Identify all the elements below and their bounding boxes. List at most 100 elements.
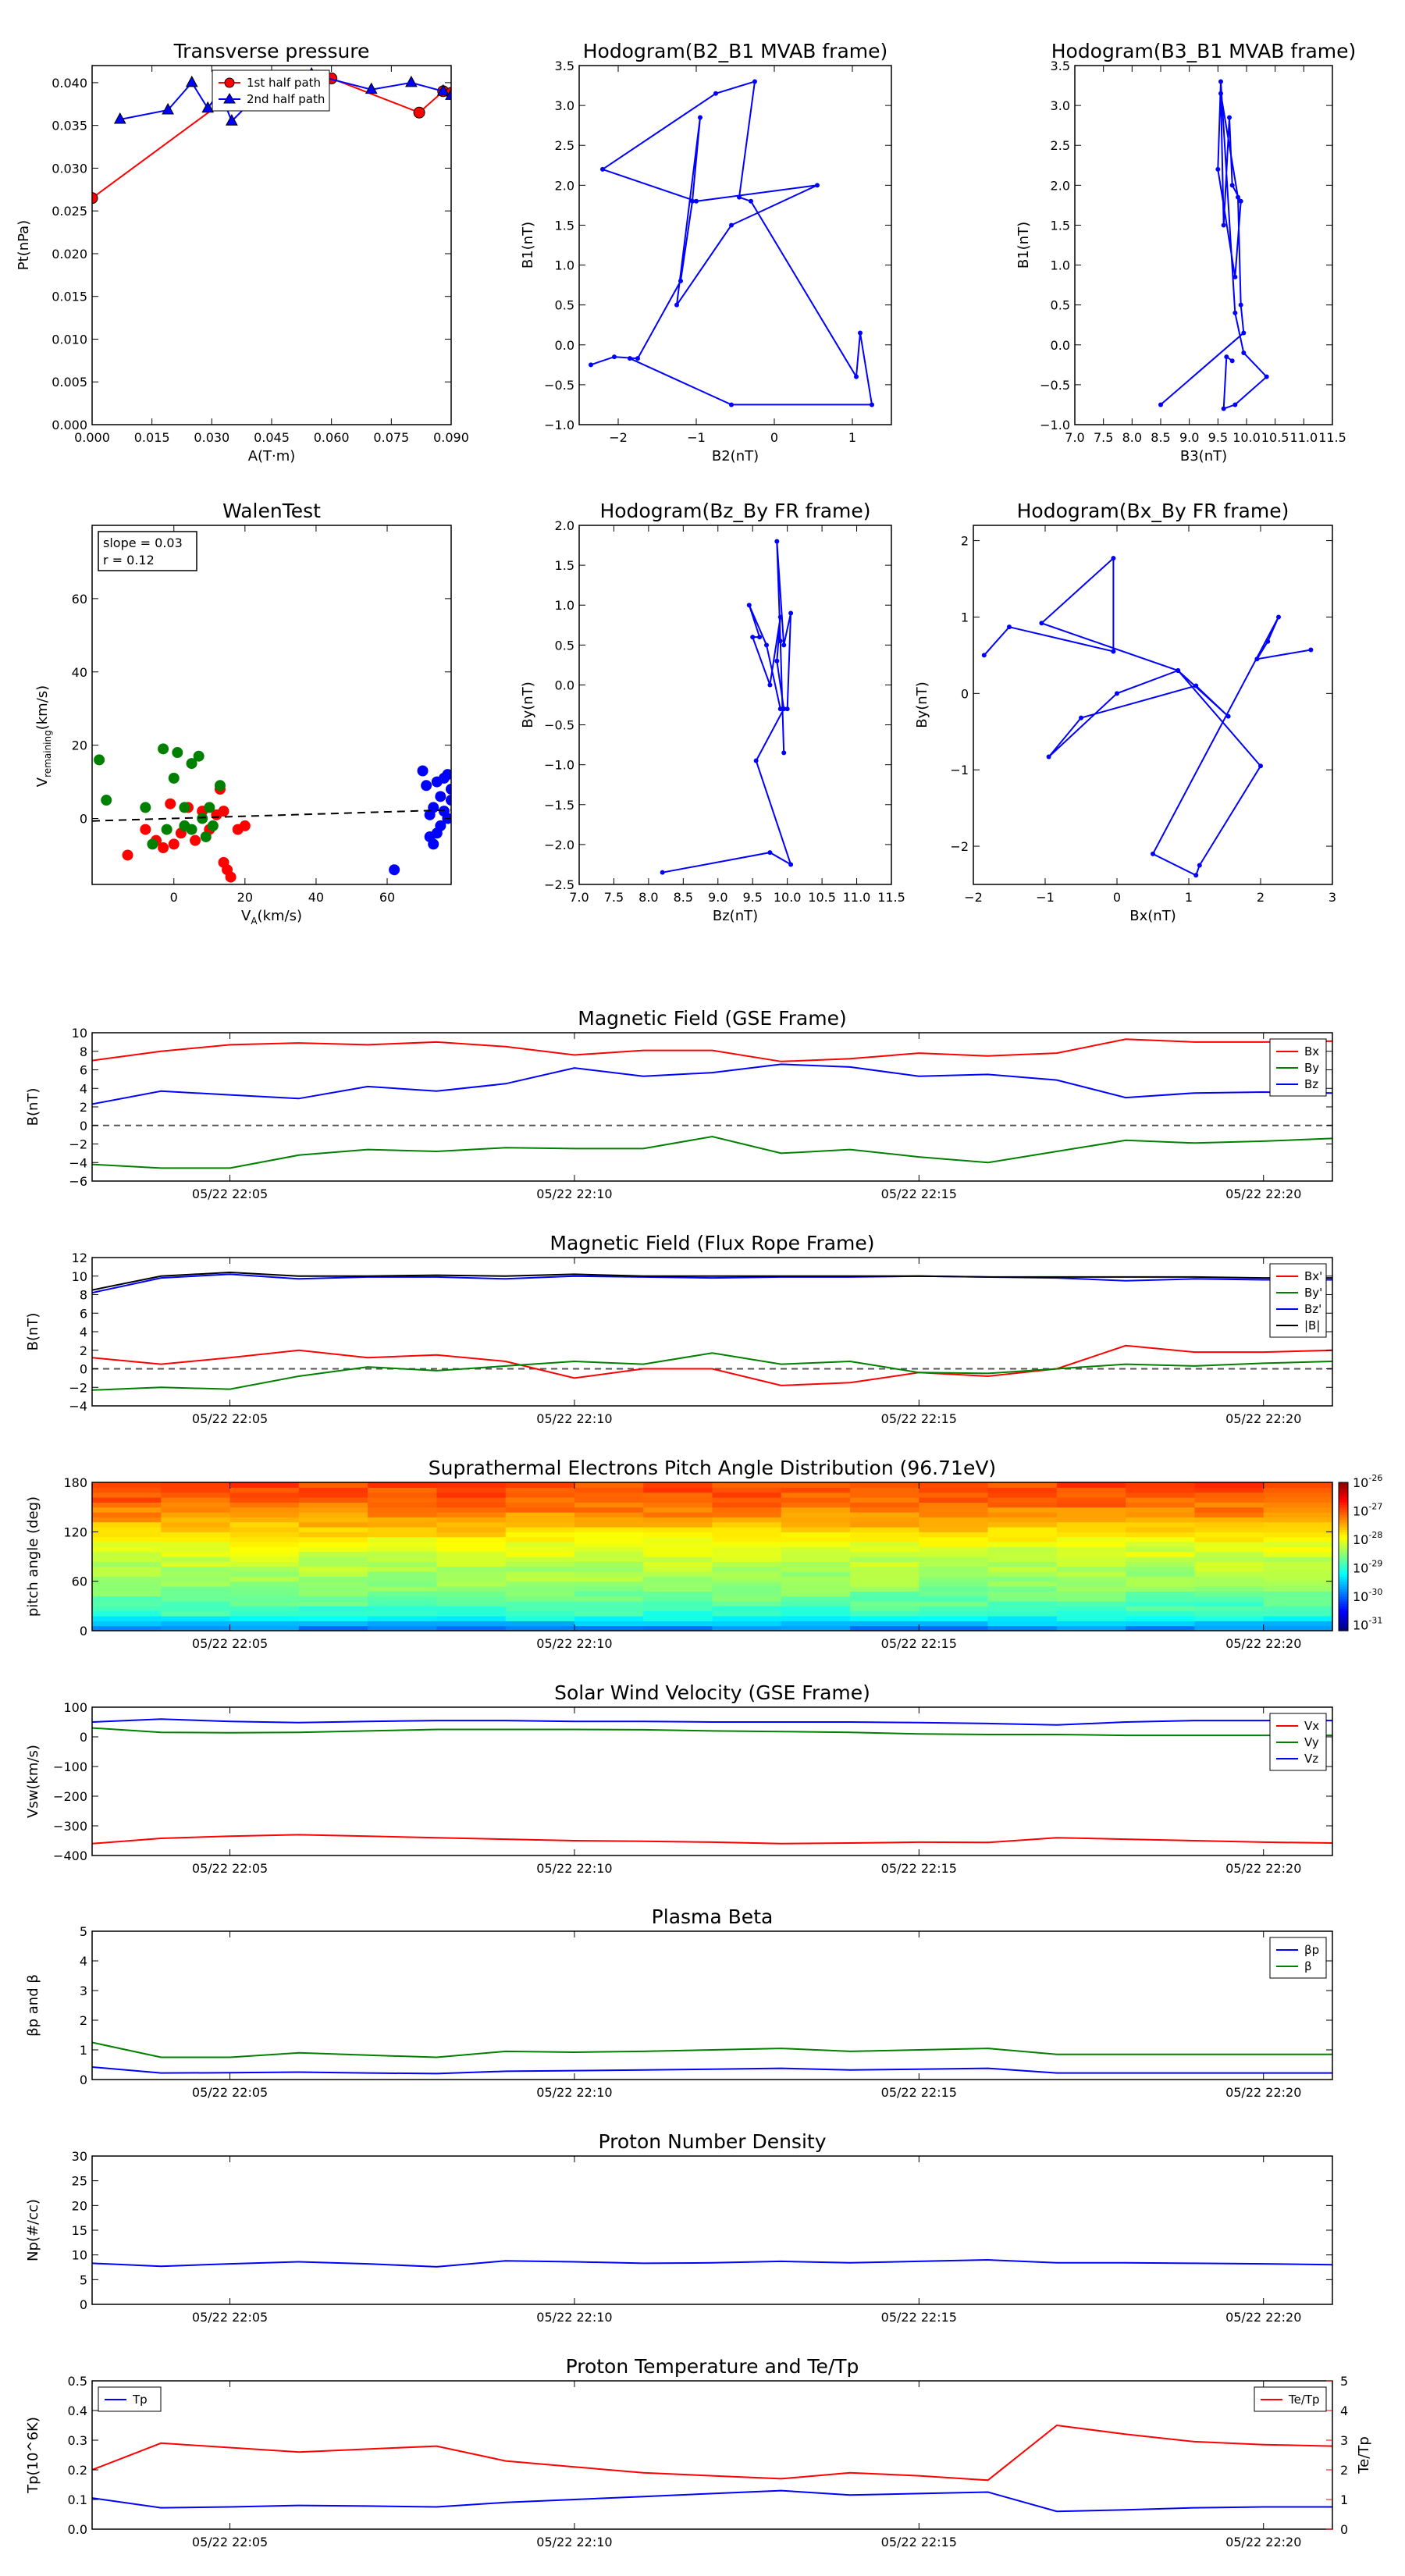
pitch-angle-cell: [298, 1571, 368, 1577]
beta-chart-xtick-label: 05/22 22:20: [1225, 2085, 1301, 2100]
pitch-angle-cell: [919, 1497, 989, 1503]
pitch-angle-cell: [368, 1581, 437, 1587]
hodogram-chart-1-ylabel: B1(nT): [520, 222, 536, 269]
pitch-angle-cell: [781, 1557, 851, 1562]
pitch-angle-cell: [574, 1542, 644, 1547]
gse-field-chart-ytick-label: 4: [80, 1081, 87, 1096]
pitch-angle-cell: [436, 1581, 507, 1587]
colorbar-segment: [1339, 1564, 1348, 1567]
pressure-chart-ytick-label: 0.030: [52, 161, 87, 176]
pressure-chart-xtick-label: 0.015: [134, 430, 170, 445]
hodogram-chart-2-xtick-label: 8.0: [1122, 430, 1142, 445]
hodogram-chart-2-ytick-label: 2.5: [1051, 138, 1070, 153]
pitch-angle-cell: [781, 1616, 851, 1621]
pitch-angle-cell: [1056, 1571, 1126, 1577]
hodogram-point: [1238, 198, 1243, 204]
pitch-angle-chart-ytick-label: 0: [80, 1624, 87, 1638]
pitch-angle-cell: [436, 1532, 507, 1538]
pitch-angle-cell: [1056, 1527, 1126, 1532]
pitch-angle-cell: [1056, 1586, 1126, 1592]
pitch-angle-cell: [436, 1616, 507, 1621]
pitch-angle-cell: [781, 1532, 851, 1538]
pitch-angle-cell: [505, 1527, 575, 1532]
pitch-angle-cell: [574, 1581, 644, 1587]
hodogram-chart-1-ytick-label: 0.0: [555, 338, 574, 353]
temperature-right-legend-label: Te/Tp: [1288, 2393, 1320, 2407]
pitch-angle-cell: [1194, 1502, 1264, 1508]
pitch-angle-cell: [781, 1536, 851, 1542]
pitch-angle-cell: [436, 1576, 507, 1582]
colorbar-segment: [1339, 1601, 1348, 1604]
walen-point: [435, 820, 446, 831]
pitch-angle-cell: [298, 1521, 368, 1528]
pitch-angle-cell: [643, 1521, 713, 1528]
pitch-angle-cell: [1194, 1571, 1264, 1577]
gse-field-chart-series-line: [92, 1135, 1332, 1169]
pitch-angle-cell: [161, 1532, 231, 1538]
pitch-angle-cell: [781, 1551, 851, 1557]
pressure-point: [413, 106, 425, 119]
pitch-angle-cell: [643, 1606, 713, 1612]
pitch-angle-cell: [298, 1586, 368, 1592]
walen-point: [435, 791, 446, 802]
pitch-angle-cell: [1194, 1610, 1264, 1617]
hodogram-chart-3-xtick-label: 8.5: [674, 890, 693, 905]
gse-field-legend-label: Bx: [1304, 1044, 1319, 1059]
velocity-legend-label: Vy: [1304, 1735, 1319, 1749]
pitch-angle-cell: [712, 1527, 782, 1532]
colorbar-segment: [1339, 1568, 1348, 1572]
pitch-angle-cell: [505, 1596, 575, 1602]
pitch-angle-cell: [229, 1625, 300, 1631]
walen-annotation-line: r = 0.12: [103, 553, 155, 568]
fluxrope-field-chart-series-line: [92, 1344, 1332, 1386]
pitch-angle-cell: [712, 1616, 782, 1621]
pitch-angle-cell: [298, 1497, 368, 1503]
pitch-angle-cell: [298, 1546, 368, 1553]
hodogram-point: [1111, 649, 1116, 654]
pitch-angle-cell: [1263, 1566, 1333, 1572]
pitch-angle-cell: [229, 1621, 300, 1627]
walen-chart-ytick-label: 0: [80, 812, 87, 827]
pitch-angle-cell: [161, 1557, 231, 1562]
pitch-angle-cell: [987, 1521, 1058, 1528]
hodogram-point: [781, 706, 787, 712]
gse-field-chart-ytick-label: −6: [69, 1174, 87, 1189]
pitch-angle-cell: [850, 1591, 919, 1597]
pitch-angle-cell: [92, 1497, 162, 1503]
colorbar-segment: [1339, 1581, 1348, 1585]
pitch-angle-cell: [1263, 1527, 1333, 1532]
hodogram-chart-4-xtick-label: −1: [1036, 890, 1055, 905]
pitch-angle-cell: [643, 1551, 713, 1557]
pitch-angle-cell: [298, 1621, 368, 1627]
colorbar-segment: [1339, 1514, 1348, 1517]
pitch-angle-chart-xtick-label: 05/22 22:10: [536, 1636, 612, 1651]
pitch-angle-cell: [850, 1621, 919, 1627]
pitch-angle-cell: [919, 1596, 989, 1602]
pitch-angle-cell: [436, 1601, 507, 1606]
walen-chart-xtick-label: 60: [379, 890, 395, 905]
pitch-angle-cell: [92, 1601, 162, 1606]
pitch-angle-cell: [712, 1521, 782, 1528]
hodogram-chart-2-xtick-label: 8.5: [1151, 430, 1170, 445]
pitch-angle-cell: [298, 1616, 368, 1621]
walen-chart-xtick-label: 20: [237, 890, 253, 905]
pitch-angle-cell: [436, 1527, 507, 1532]
pitch-angle-cell: [229, 1482, 300, 1488]
colorbar-segment: [1339, 1623, 1348, 1627]
pitch-angle-cell: [229, 1542, 300, 1547]
pitch-angle-cell: [643, 1502, 713, 1508]
hodogram-point: [746, 603, 752, 608]
hodogram-point: [1258, 763, 1263, 769]
colorbar-segment: [1339, 1497, 1348, 1500]
colorbar-tick-exponent: -29: [1368, 1559, 1382, 1569]
pitch-angle-cell: [781, 1517, 851, 1523]
density-chart-xtick-label: 05/22 22:10: [536, 2310, 612, 2325]
pitch-angle-cell: [298, 1532, 368, 1538]
pitch-angle-cell: [1194, 1576, 1264, 1582]
pitch-angle-cell: [1056, 1561, 1126, 1567]
pitch-angle-cell: [919, 1581, 989, 1587]
gse-field-chart-ytick-label: 2: [80, 1100, 87, 1115]
beta-chart-ylabel: βp and β: [25, 1974, 41, 2037]
gse-field-legend-label: By: [1304, 1061, 1319, 1075]
pitch-angle-cell: [1194, 1616, 1264, 1621]
